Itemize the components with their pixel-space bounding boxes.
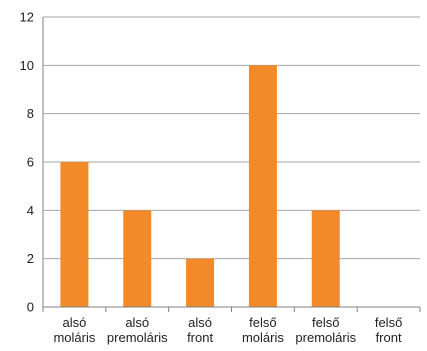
x-category-label-line: premoláris xyxy=(295,330,356,345)
y-tick-label: 4 xyxy=(27,203,34,218)
y-tick-label: 0 xyxy=(27,300,34,315)
x-category-label-line: alsó xyxy=(62,315,86,330)
x-category-label-line: felső xyxy=(312,315,339,330)
x-category-label-line: moláris xyxy=(242,330,284,345)
x-category-label-line: alsó xyxy=(125,315,149,330)
x-category-label: alsó front xyxy=(187,315,213,345)
x-category-label-line: alsó xyxy=(188,315,212,330)
axes xyxy=(42,17,421,312)
y-tick-label: 12 xyxy=(20,10,34,25)
bar xyxy=(186,258,215,307)
y-tick-label: 8 xyxy=(27,106,34,121)
x-category-label-line: premoláris xyxy=(107,330,168,345)
x-category-label-line: moláris xyxy=(53,330,95,345)
x-category-label-line: front xyxy=(187,330,213,345)
x-category-label-line: front xyxy=(376,330,402,345)
x-category-label-line: felső xyxy=(249,315,276,330)
x-category-label: alsó moláris xyxy=(53,315,95,345)
x-category-label: alsó premoláris xyxy=(107,315,168,345)
y-tick-label: 6 xyxy=(27,155,34,170)
bar xyxy=(123,210,152,307)
bars xyxy=(60,65,340,307)
y-tick-label: 2 xyxy=(27,251,34,266)
bar xyxy=(248,65,277,307)
bar xyxy=(60,162,89,307)
x-category-label: felső premoláris xyxy=(295,315,356,345)
x-category-label-line: felső xyxy=(375,315,402,330)
x-category-label: felső front xyxy=(375,315,402,345)
y-tick-label: 10 xyxy=(20,58,34,73)
x-category-label: felső moláris xyxy=(242,315,284,345)
y-tick-labels: 0 2 4 6 8 10 12 xyxy=(20,10,34,315)
gridlines xyxy=(43,16,420,260)
bar xyxy=(311,210,340,307)
